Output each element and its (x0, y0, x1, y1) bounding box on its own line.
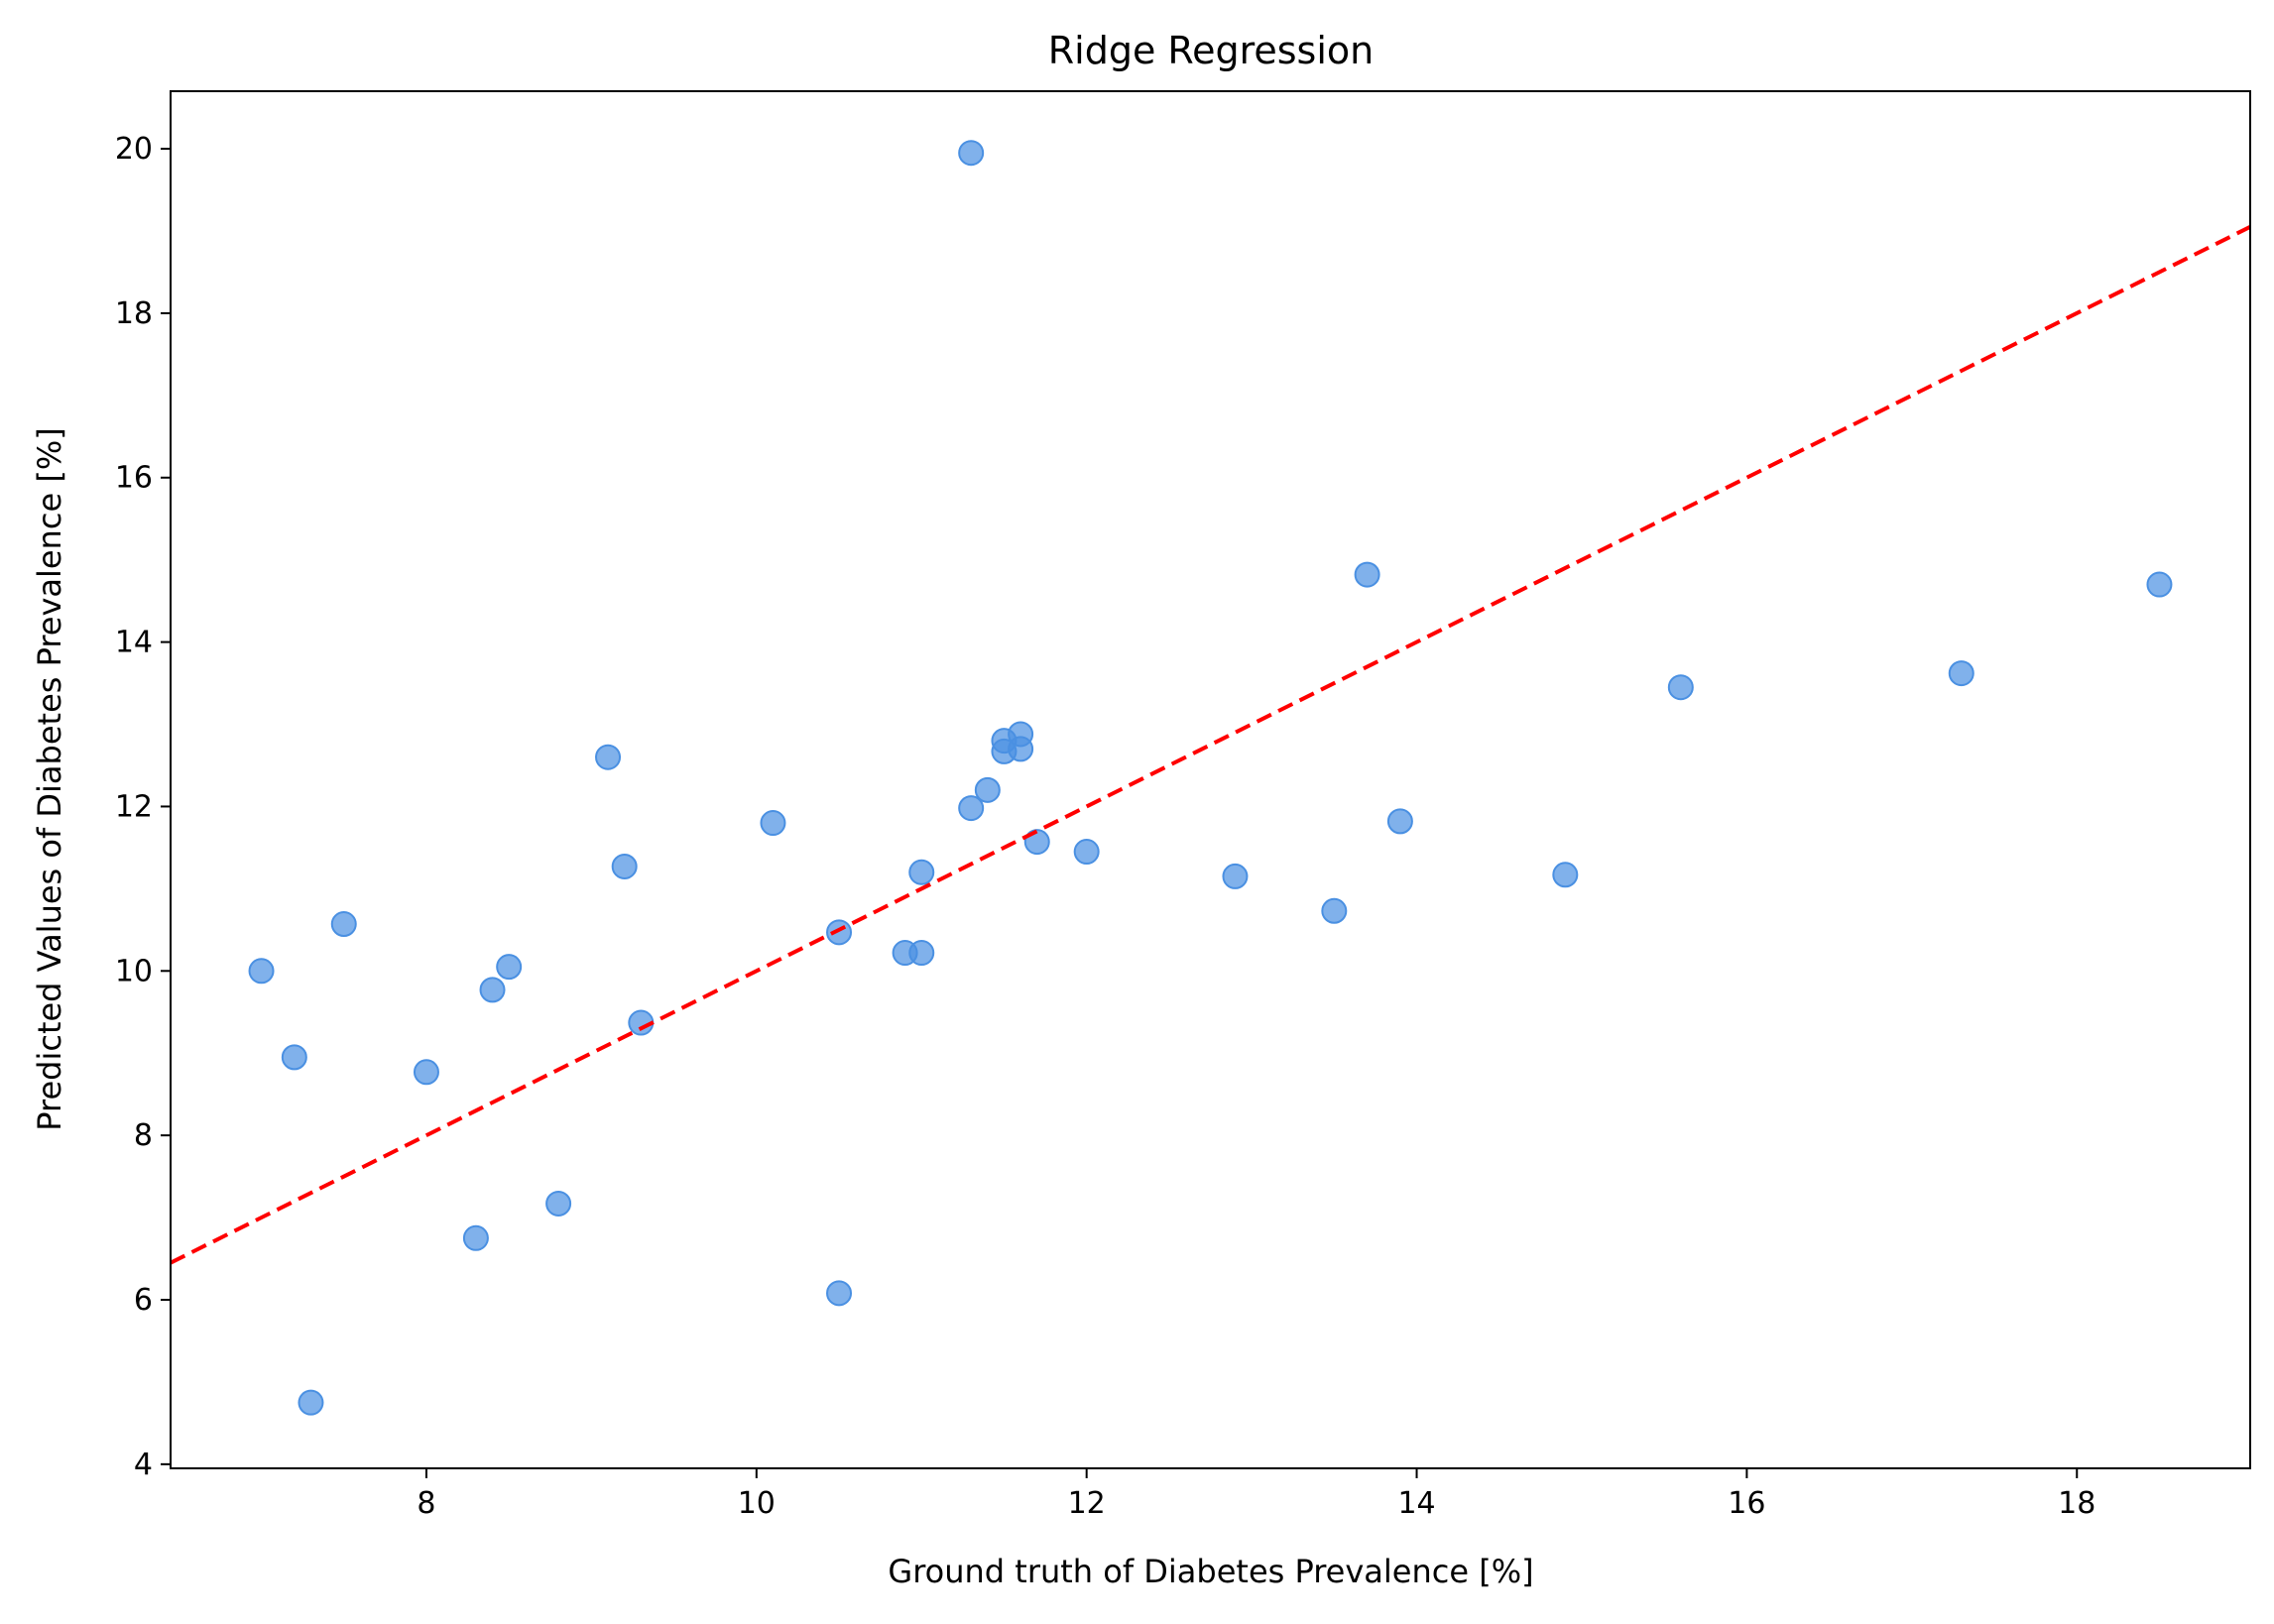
data-point (908, 940, 935, 967)
data-point (1386, 808, 1413, 835)
data-point (595, 744, 622, 770)
data-point (611, 853, 638, 879)
x-axis: 8 10 12 14 16 18 (417, 1468, 2095, 1521)
data-point (974, 776, 1001, 803)
data-point (958, 140, 985, 167)
data-point (1667, 674, 1694, 701)
data-point (248, 958, 275, 985)
data-point (496, 954, 523, 981)
reference-line (170, 225, 2251, 1265)
data-point (413, 1059, 439, 1086)
data-point (281, 1044, 307, 1071)
data-point (545, 1190, 572, 1217)
x-tick-label: 18 (2058, 1486, 2095, 1521)
x-tick-label: 8 (417, 1486, 435, 1521)
x-tick-label: 10 (738, 1486, 776, 1521)
x-tick-label: 12 (1068, 1486, 1106, 1521)
data-point (1552, 862, 1579, 888)
data-point (760, 810, 786, 837)
y-tick-label: 8 (134, 1118, 153, 1153)
data-point (958, 795, 985, 822)
y-tick-label: 18 (115, 296, 153, 331)
data-point (1948, 660, 1975, 687)
data-point (298, 1389, 324, 1416)
y-tick-label: 20 (115, 132, 153, 167)
y-tick-label: 16 (115, 461, 153, 496)
data-point (462, 1224, 489, 1251)
data-point (826, 919, 853, 946)
x-tick-label: 16 (1728, 1486, 1765, 1521)
data-point (826, 1280, 853, 1307)
data-point (908, 859, 935, 885)
plot-frame (170, 90, 2251, 1469)
y-tick-label: 12 (115, 789, 153, 824)
x-axis-label: Ground truth of Diabetes Prevalence [%] (888, 1553, 1533, 1590)
y-axis-label: Predicted Values of Diabetes Prevalence … (31, 427, 68, 1130)
data-point (330, 911, 357, 938)
x-tick-label: 14 (1397, 1486, 1435, 1521)
data-point (2146, 571, 2173, 598)
y-tick-label: 6 (134, 1283, 153, 1318)
data-point (1222, 863, 1249, 889)
y-tick-label: 4 (134, 1448, 153, 1482)
data-point (1073, 839, 1100, 866)
y-axis: 4 6 8 10 12 14 16 18 20 (115, 132, 171, 1482)
data-point (479, 977, 506, 1003)
y-tick-label: 14 (115, 626, 153, 660)
y-tick-label: 10 (115, 954, 153, 988)
plot-area (170, 140, 2251, 1416)
chart-title: Ridge Regression (1048, 29, 1375, 72)
data-point (1321, 897, 1348, 924)
data-point (1354, 561, 1380, 588)
data-point (1008, 736, 1034, 762)
